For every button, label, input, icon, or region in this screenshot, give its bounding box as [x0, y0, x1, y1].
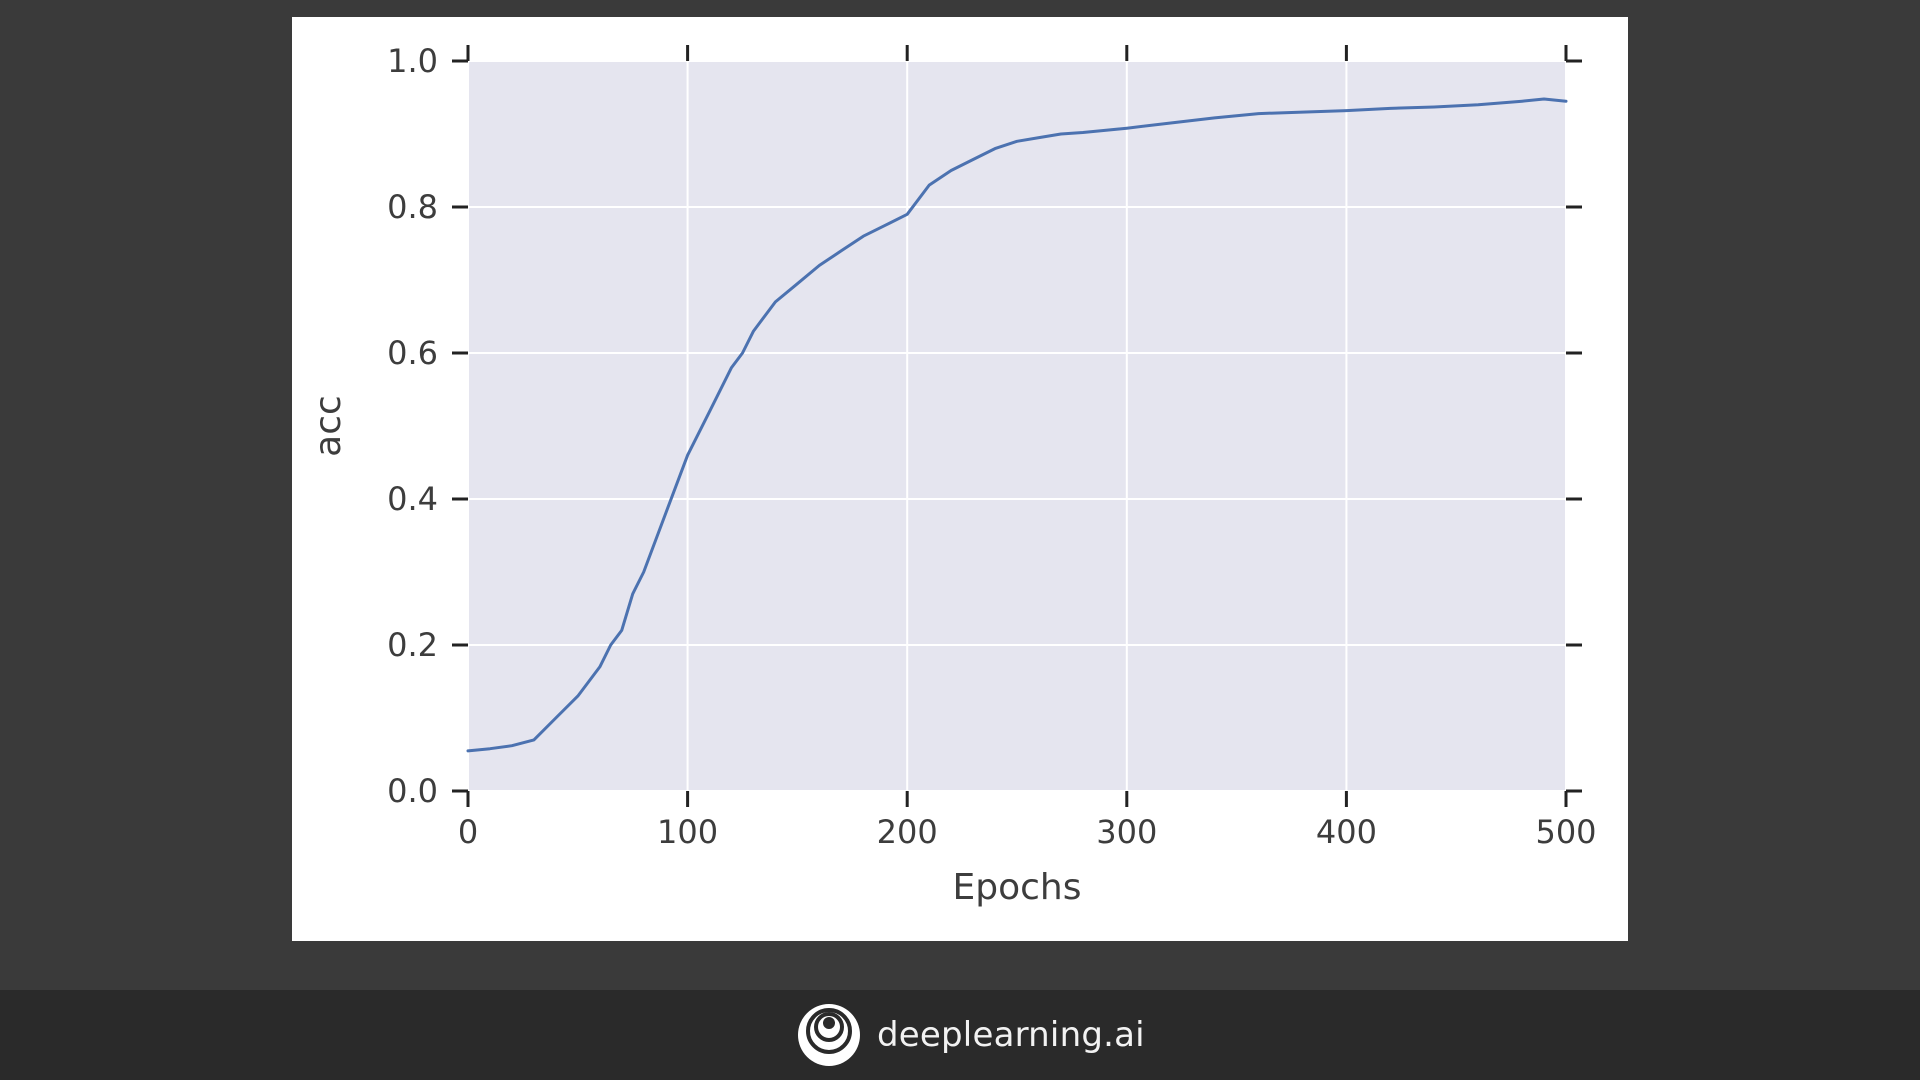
- y-tick-label: 0.6: [387, 334, 438, 372]
- tick-labels: 0 100 200 300 400 500 0.0 0.2 0.4 0.6 0.8 1.0: [387, 42, 1596, 851]
- y-tick-label: 0.0: [387, 772, 438, 810]
- accuracy-series-line: [466, 97, 1568, 753]
- x-axis-label: Epochs: [953, 867, 1082, 908]
- y-axis-label: acc: [308, 395, 349, 457]
- accuracy-line-chart: 0 100 200 300 400 500 0.0 0.2 0.4 0.6 0.8 1.0 Epoch…: [308, 42, 1597, 908]
- y-tick-label: 0.2: [387, 626, 438, 664]
- brand-name: deeplearning.ai: [877, 1015, 1145, 1055]
- y-tick-label: 0.8: [387, 188, 438, 226]
- footer-bar: [0, 990, 1920, 1080]
- y-tick-label: 0.4: [387, 480, 438, 518]
- x-tick-label: 0: [458, 813, 478, 851]
- series-layer: [466, 97, 1568, 753]
- x-tick-label: 200: [877, 813, 938, 851]
- chart-panel: 0 100 200 300 400 500 0.0 0.2 0.4 0.6 0.8 1.0 Epoch…: [292, 17, 1628, 941]
- slide-background: 0 100 200 300 400 500 0.0 0.2 0.4 0.6 0.8 1.0 Epoch…: [292, 17, 1628, 941]
- plot-area: [468, 61, 1566, 791]
- x-tick-label: 100: [657, 813, 718, 851]
- brand: deeplearning.ai: [797, 1003, 1145, 1067]
- deeplearning-logo-icon: [798, 1004, 860, 1066]
- axis-ticks: [452, 45, 1582, 807]
- x-tick-label: 500: [1535, 813, 1596, 851]
- x-tick-label: 400: [1316, 813, 1377, 851]
- y-tick-label: 1.0: [387, 42, 438, 80]
- grid-lines: [467, 60, 1567, 792]
- x-tick-label: 300: [1096, 813, 1157, 851]
